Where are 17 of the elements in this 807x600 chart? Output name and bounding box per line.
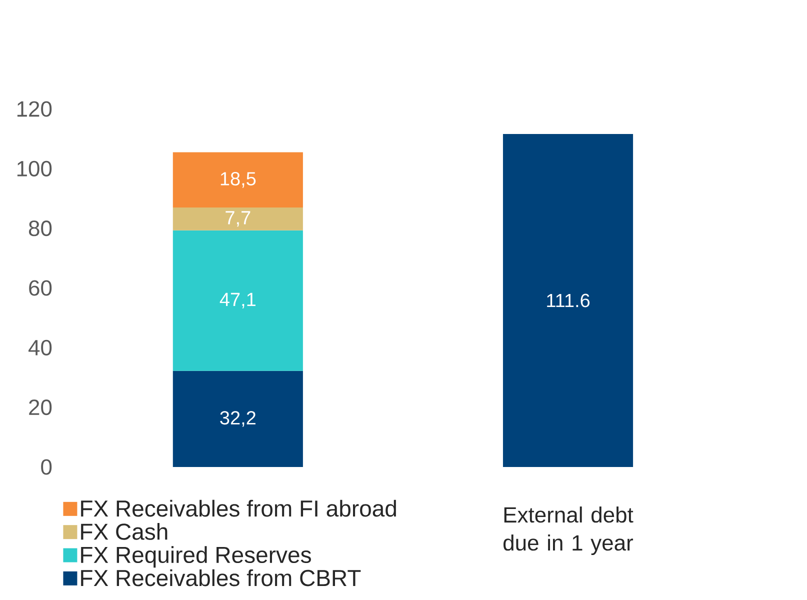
x-tick-label: External debt due in 1 year — [504, 506, 634, 556]
legend-label: FX Receivables from CBRT — [81, 569, 361, 586]
legend-label: FX Cash — [81, 522, 168, 540]
y-tick-label: 20 — [29, 400, 52, 416]
y-tick-label: 80 — [28, 220, 52, 236]
y-tick-label: 100 — [17, 160, 52, 176]
data-label: 7,7 — [226, 211, 250, 227]
data-label: 111.6 — [547, 294, 590, 308]
y-tick-label: 40 — [28, 340, 52, 356]
legend-label: FX Required Reserves — [81, 546, 311, 568]
y-tick-label: 0 — [41, 459, 52, 475]
y-tick-label: 60 — [29, 280, 52, 296]
data-label: 32,2 — [220, 411, 256, 427]
data-label: 18,5 — [220, 172, 256, 188]
legend-label: FX Receivables from FI abroad — [81, 500, 396, 517]
data-label: 47,1 — [220, 292, 256, 308]
y-tick-label: 120 — [17, 101, 52, 117]
